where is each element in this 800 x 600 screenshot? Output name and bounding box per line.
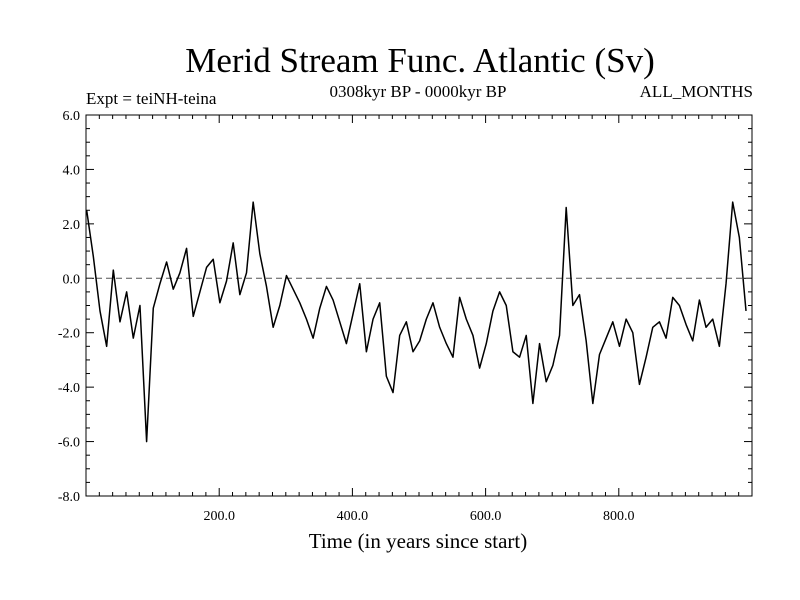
y-axis-ticks: 6.0 4.0 2.0 0.0 -2.0 -4.0 -6.0 -8.0 xyxy=(58,109,752,505)
chart-subtitle-months: ALL_MONTHS xyxy=(640,82,753,101)
chart-title: Merid Stream Func. Atlantic (Sv) xyxy=(185,41,655,80)
x-tick-label: 200.0 xyxy=(203,509,235,524)
y-tick-label: 6.0 xyxy=(63,109,81,124)
x-axis-label: Time (in years since start) xyxy=(309,529,528,553)
y-tick-label: 2.0 xyxy=(63,218,81,233)
y-tick-label: -6.0 xyxy=(58,436,80,451)
x-axis-ticks: 200.0 400.0 600.0 800.0 xyxy=(98,115,740,524)
y-tick-label: 4.0 xyxy=(63,163,81,178)
x-tick-label: 800.0 xyxy=(603,509,635,524)
x-tick-label: 600.0 xyxy=(470,509,502,524)
x-tick-label: 400.0 xyxy=(337,509,369,524)
chart-subtitle-experiment: Expt = teiNH-teina xyxy=(86,89,217,108)
series-line xyxy=(85,201,747,443)
y-tick-label: 0.0 xyxy=(63,272,81,287)
y-tick-label: -2.0 xyxy=(58,327,80,342)
chart-subtitle-period: 0308kyr BP - 0000kyr BP xyxy=(330,82,507,101)
series-group xyxy=(85,201,747,443)
y-tick-label: -4.0 xyxy=(58,381,80,396)
plot-frame xyxy=(85,114,753,497)
y-tick-label: -8.0 xyxy=(58,490,80,505)
